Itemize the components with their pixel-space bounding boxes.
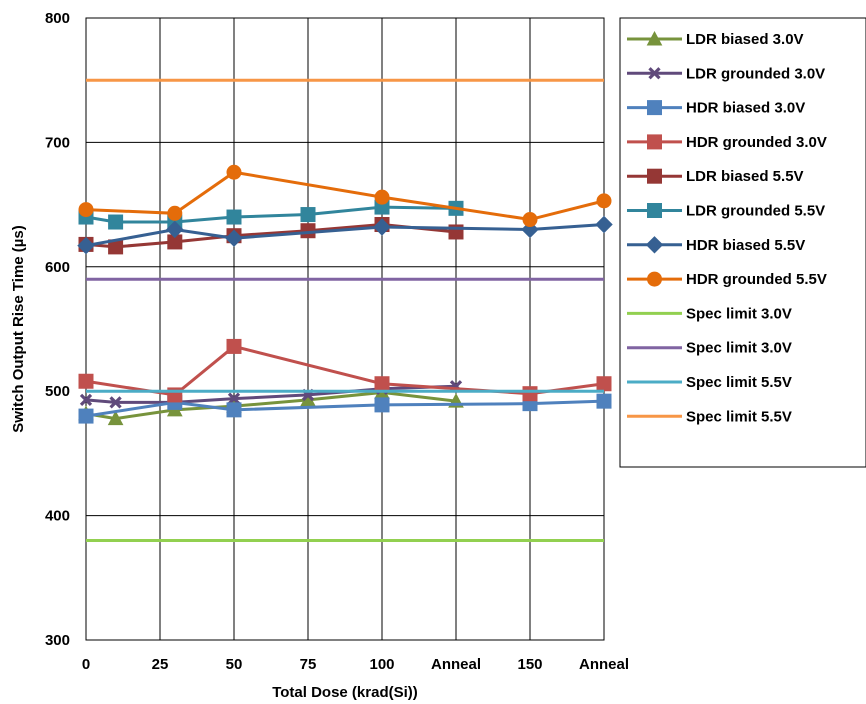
- legend-label: Spec limit 5.5V: [686, 408, 792, 425]
- data-point: [109, 215, 123, 229]
- data-point: [79, 203, 93, 217]
- legend-label: Spec limit 3.0V: [686, 305, 792, 322]
- y-tick-label: 600: [45, 259, 70, 276]
- y-tick-label: 800: [45, 10, 70, 27]
- plot-area: [86, 18, 604, 640]
- data-point: [375, 398, 389, 412]
- legend-item: HDR grounded 5.5V: [627, 271, 827, 288]
- x-tick-label: 50: [226, 656, 243, 673]
- y-tick-label: 700: [45, 134, 70, 151]
- x-tick-label: 75: [300, 656, 317, 673]
- data-point: [523, 213, 537, 227]
- x-tick-label: 25: [152, 656, 169, 673]
- data-point: [648, 135, 662, 149]
- legend-label: HDR grounded 5.5V: [686, 271, 827, 288]
- x-tick-label: 100: [369, 656, 394, 673]
- data-point: [648, 169, 662, 183]
- legend-label: HDR biased 5.5V: [686, 237, 805, 254]
- data-point: [79, 409, 93, 423]
- x-tick-label: 150: [517, 656, 542, 673]
- x-tick-labels: 0 25 50 75 100 Anneal 150 Anneal: [82, 656, 629, 673]
- legend-item: LDR biased 5.5V: [627, 168, 804, 185]
- data-point: [227, 403, 241, 417]
- data-point: [375, 377, 389, 391]
- legend-label: LDR biased 5.5V: [686, 168, 804, 185]
- legend-label: LDR biased 3.0V: [686, 31, 804, 48]
- x-axis-title: Total Dose (krad(Si)): [272, 684, 418, 701]
- y-tick-label: 500: [45, 383, 70, 400]
- legend-item: LDR biased 3.0V: [627, 31, 804, 48]
- x-tick-label: Anneal: [431, 656, 481, 673]
- legend-item: HDR biased 5.5V: [627, 237, 805, 254]
- legend-item: HDR grounded 3.0V: [627, 134, 827, 151]
- legend-label: LDR grounded 3.0V: [686, 65, 825, 82]
- legend-label: HDR biased 3.0V: [686, 100, 805, 117]
- x-tick-label: 0: [82, 656, 90, 673]
- data-point: [523, 387, 537, 401]
- y-tick-labels: 300 400 500 600 700 800: [45, 10, 70, 649]
- data-point: [168, 206, 182, 220]
- legend-label: LDR grounded 5.5V: [686, 203, 825, 220]
- legend-label: Spec limit 3.0V: [686, 340, 792, 357]
- x-tick-label: Anneal: [579, 656, 629, 673]
- data-point: [648, 204, 662, 218]
- data-point: [375, 190, 389, 204]
- data-point: [227, 165, 241, 179]
- legend-label: HDR grounded 3.0V: [686, 134, 827, 151]
- y-axis-title: Switch Output Rise Time (µs): [10, 225, 27, 433]
- data-point: [79, 374, 93, 388]
- y-tick-label: 300: [45, 632, 70, 649]
- data-point: [648, 272, 662, 286]
- legend-label: Spec limit 5.5V: [686, 374, 792, 391]
- y-tick-label: 400: [45, 508, 70, 525]
- data-point: [597, 394, 611, 408]
- data-point: [597, 377, 611, 391]
- legend-item: LDR grounded 5.5V: [627, 203, 825, 220]
- data-point: [597, 194, 611, 208]
- data-point: [227, 339, 241, 353]
- data-point: [227, 210, 241, 224]
- legend-item: HDR biased 3.0V: [627, 100, 805, 117]
- data-point: [301, 208, 315, 222]
- data-point: [648, 101, 662, 115]
